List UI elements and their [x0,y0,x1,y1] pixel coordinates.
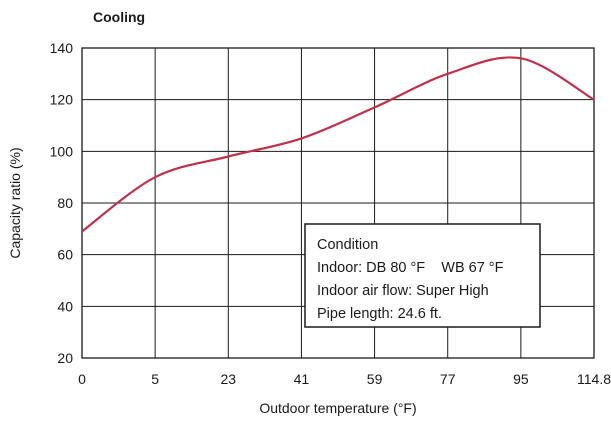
condition-line-airflow: Indoor air flow: Super High [317,283,489,299]
x-tick-labels: 0 5 23 41 59 77 95 114.8 [78,371,611,387]
y-tick-label: 80 [57,195,73,211]
y-tick-label: 60 [57,247,73,263]
x-tick-label: 114.8 [577,371,611,387]
condition-line-pipe: Pipe length: 24.6 ft. [317,306,442,322]
x-tick-label: 59 [367,371,383,387]
series-layer [81,56,595,233]
capacity-curve [81,56,595,233]
y-axis-title: Capacity ratio (%) [7,147,23,258]
y-tick-label: 20 [57,350,73,366]
x-axis-title: Outdoor temperature (°F) [259,400,416,416]
y-tick-label: 140 [50,40,74,56]
y-tick-labels: 20 40 60 80 100 120 140 [50,40,74,366]
x-tick-label: 23 [220,371,236,387]
y-tick-label: 120 [50,92,74,108]
condition-box-frame [304,223,541,328]
x-tick-label: 41 [294,371,310,387]
y-tick-label: 100 [50,143,74,159]
x-tick-label: 95 [513,371,529,387]
grid [82,48,594,358]
chart-title: Cooling [93,9,145,25]
plot-frame [81,47,595,359]
x-tick-label: 0 [78,371,86,387]
condition-box: Condition Indoor: DB 80 °F WB 67 °F Indo… [304,223,541,328]
x-tick-label: 5 [151,371,159,387]
x-tick-label: 77 [440,371,456,387]
condition-heading: Condition [317,237,378,253]
y-tick-label: 40 [57,298,73,314]
condition-line-indoor: Indoor: DB 80 °F WB 67 °F [317,260,504,276]
